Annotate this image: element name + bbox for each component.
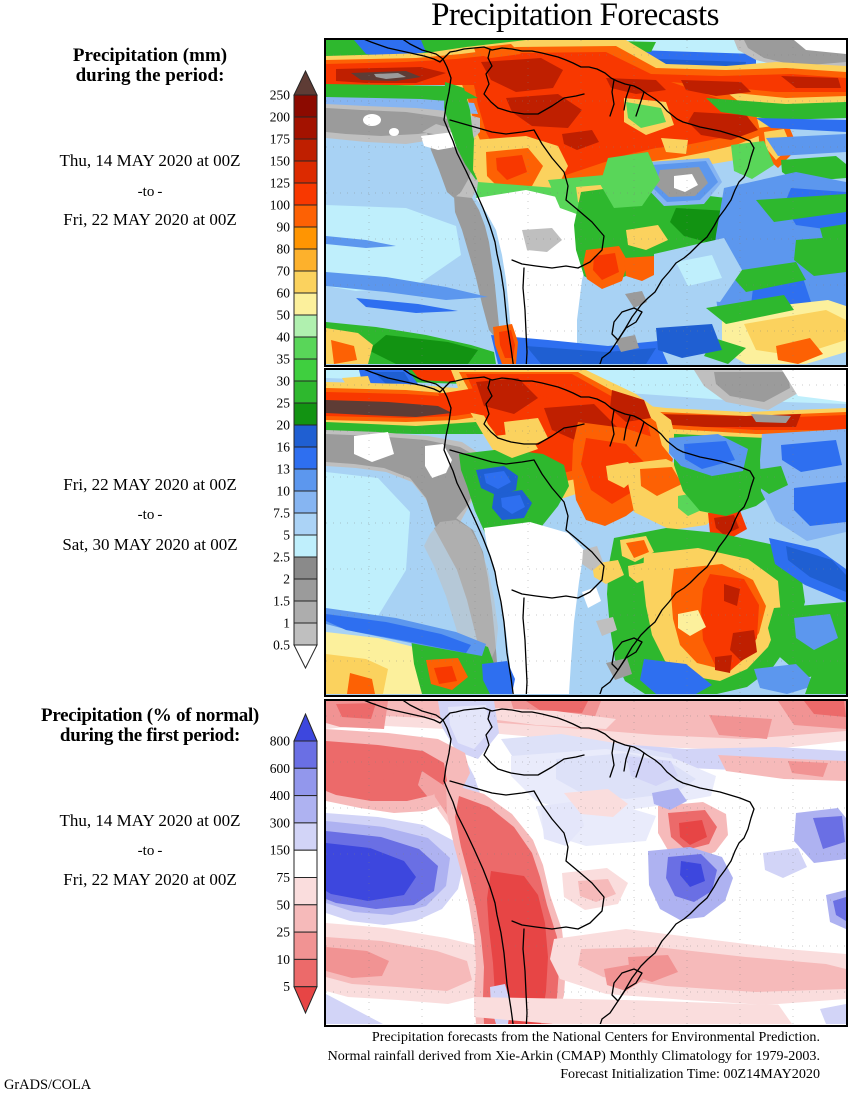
svg-text:75: 75 [277,870,291,885]
svg-text:800: 800 [270,734,291,749]
svg-text:600: 600 [270,761,291,776]
svg-text:250: 250 [270,88,291,103]
svg-text:16: 16 [277,440,291,455]
svg-text:70: 70 [277,264,291,279]
svg-text:50: 50 [277,308,291,323]
svg-text:10: 10 [277,952,291,967]
svg-text:5: 5 [283,979,290,994]
svg-text:35: 35 [277,352,291,367]
svg-text:2.5: 2.5 [273,550,290,565]
svg-text:13: 13 [277,462,291,477]
svg-text:125: 125 [270,176,291,191]
svg-text:300: 300 [270,815,291,830]
svg-text:50: 50 [277,897,291,912]
svg-text:1: 1 [283,616,290,631]
svg-text:150: 150 [270,154,291,169]
svg-text:25: 25 [277,396,291,411]
svg-text:40: 40 [277,330,291,345]
svg-text:60: 60 [277,286,291,301]
svg-text:100: 100 [270,198,291,213]
svg-text:10: 10 [277,484,291,499]
svg-text:20: 20 [277,418,291,433]
svg-text:80: 80 [277,242,291,257]
svg-text:7.5: 7.5 [273,506,290,521]
svg-text:1.5: 1.5 [273,594,290,609]
svg-text:90: 90 [277,220,291,235]
svg-text:25: 25 [277,925,291,940]
svg-text:200: 200 [270,110,291,125]
svg-text:30: 30 [277,374,291,389]
svg-text:175: 175 [270,132,291,147]
svg-text:400: 400 [270,788,291,803]
svg-text:5: 5 [283,528,290,543]
svg-text:0.5: 0.5 [273,638,290,653]
svg-text:150: 150 [270,843,291,858]
svg-text:2: 2 [283,572,290,587]
